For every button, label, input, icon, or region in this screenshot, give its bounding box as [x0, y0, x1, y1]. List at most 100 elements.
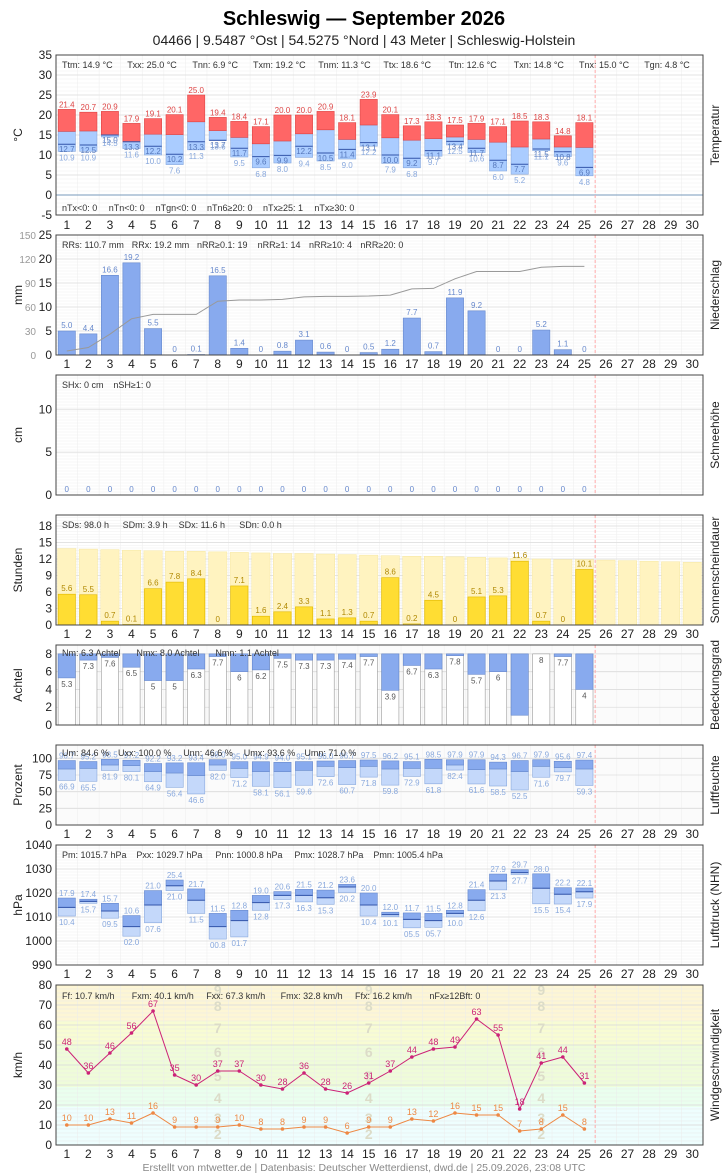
wind-mean-label: 9	[388, 1115, 393, 1125]
hum-x-tick: 6	[171, 827, 178, 841]
wind-mean-label: 16	[148, 1101, 158, 1111]
wind-bft-label: 2	[214, 1126, 222, 1142]
precip-x-tick: 19	[448, 357, 462, 371]
hum-y-tick: 25	[39, 801, 53, 815]
wind-mean-point	[582, 1127, 587, 1131]
sun-x-tick: 13	[319, 627, 333, 641]
humidity-max-label: 96.7	[339, 752, 355, 761]
wind-mean-point	[259, 1127, 263, 1131]
sun-x-tick: 26	[599, 627, 613, 641]
snow-label: 0	[517, 485, 522, 494]
temp-stat: Ttm: 14.9 °C	[62, 60, 113, 70]
sun-bar	[489, 595, 508, 626]
wind-x-tick: 6	[171, 1147, 178, 1161]
snow-frame	[55, 374, 704, 496]
wind-gust-point	[237, 1069, 242, 1073]
sun-label: 3.3	[298, 597, 310, 606]
sun-x-tick: 3	[107, 627, 114, 641]
press-x-tick: 27	[621, 967, 635, 981]
pressure-lower-bar	[467, 899, 486, 912]
cloud-bar	[295, 653, 313, 661]
temp-upper-bar	[424, 121, 443, 139]
humidity-min-label: 59.3	[577, 787, 593, 796]
temp-min-label: 10.6	[469, 155, 485, 164]
pressure-min-label: 21.3	[490, 892, 506, 901]
sun-x-tick: 25	[578, 627, 592, 641]
wind-mean-point	[194, 1125, 198, 1129]
snow-label: 0	[172, 485, 177, 494]
sun-x-tick: 1	[63, 627, 70, 641]
pressure-min-label: 15.5	[533, 906, 549, 915]
precip-label: 16.5	[210, 266, 226, 275]
pressure-lower-bar	[424, 920, 443, 928]
wind-mean-point	[496, 1113, 500, 1117]
wind-stat: Fxx: 67.3 km/h	[206, 991, 265, 1001]
wind-bft-label: 4	[365, 1090, 373, 1106]
temp-upper-bar	[251, 126, 270, 145]
precip-bar	[79, 333, 98, 356]
humidity-lower-bar	[165, 772, 184, 788]
pressure-lower-bar	[575, 891, 594, 899]
sun-label: 11.6	[512, 551, 528, 560]
sun-x-tick: 2	[85, 627, 92, 641]
temp-mean-label: 13.3	[188, 143, 204, 152]
wind-gust-point	[453, 1045, 457, 1049]
temp-min-label: 12.5	[447, 147, 463, 156]
humidity-upper-bar	[251, 761, 270, 772]
press-y-label: hPa	[11, 894, 25, 916]
pressure-min-label: 07.6	[145, 925, 161, 934]
precip-x-tick: 20	[470, 357, 484, 371]
cloud-label: 7.6	[104, 659, 116, 668]
precip-bar	[295, 339, 313, 356]
pressure-min-label: 11.5	[189, 915, 205, 924]
wind-y-tick: 20	[39, 1098, 53, 1112]
temp-min-label: 6.8	[255, 170, 267, 179]
pressure-min-label: 05.5	[404, 930, 420, 939]
humidity-lower-bar	[575, 768, 594, 786]
wind-mean-label: 15	[558, 1103, 568, 1113]
wind-gust-point	[539, 1061, 544, 1065]
wind-y-tick: 0	[45, 1138, 52, 1152]
precip-cum-tick: 90	[25, 279, 37, 290]
humidity-lower-bar	[467, 769, 486, 785]
pressure-min-label: 05.7	[426, 929, 442, 938]
press-y-tick: 1030	[25, 862, 52, 876]
hum-x-tick: 11	[276, 827, 289, 841]
press-stat: Pnn: 1000.8 hPa	[215, 850, 282, 860]
sun-label: 1.1	[320, 609, 332, 618]
wind-frame	[55, 984, 704, 1146]
temp-mean-label: 11.7	[469, 149, 485, 158]
cloud-bar	[359, 653, 378, 657]
precip-label: 5.2	[536, 320, 548, 329]
temp-x-tick: 10	[254, 218, 268, 232]
sun-x-tick: 29	[664, 627, 678, 641]
wind-mean-point	[539, 1127, 544, 1131]
wind-mean-point	[345, 1131, 349, 1135]
precip-label: 16.6	[102, 265, 118, 274]
temp-upper-bar	[402, 125, 421, 141]
humidity-upper-bar	[402, 761, 421, 769]
sun-label: 6.6	[147, 579, 159, 588]
press-x-tick: 18	[427, 967, 441, 981]
sun-bar	[381, 577, 400, 626]
temp-x-tick: 14	[340, 218, 354, 232]
pressure-max-label: 25.4	[167, 871, 183, 880]
sun-x-tick: 15	[362, 627, 376, 641]
humidity-lower-bar	[446, 764, 464, 771]
pressure-lower-bar	[57, 907, 76, 917]
humidity-upper-bar	[489, 761, 508, 770]
precip-x-tick: 8	[214, 357, 221, 371]
pressure-upper-bar	[251, 895, 270, 903]
temp-mean-label: 12.7	[59, 145, 75, 154]
hum-x-tick: 2	[85, 827, 92, 841]
cloud-label: 5	[172, 683, 177, 692]
pressure-lower-bar	[165, 885, 184, 891]
humidity-max-label: 96.7	[59, 752, 75, 761]
precip-y-tick: 10	[39, 300, 53, 314]
wind-gust-label: 63	[472, 1007, 482, 1017]
press-x-tick: 3	[107, 967, 114, 981]
pressure-upper-bar	[144, 890, 162, 906]
precip-stat: nRR≥10: 4	[309, 240, 352, 250]
cloud-bar	[230, 653, 249, 672]
